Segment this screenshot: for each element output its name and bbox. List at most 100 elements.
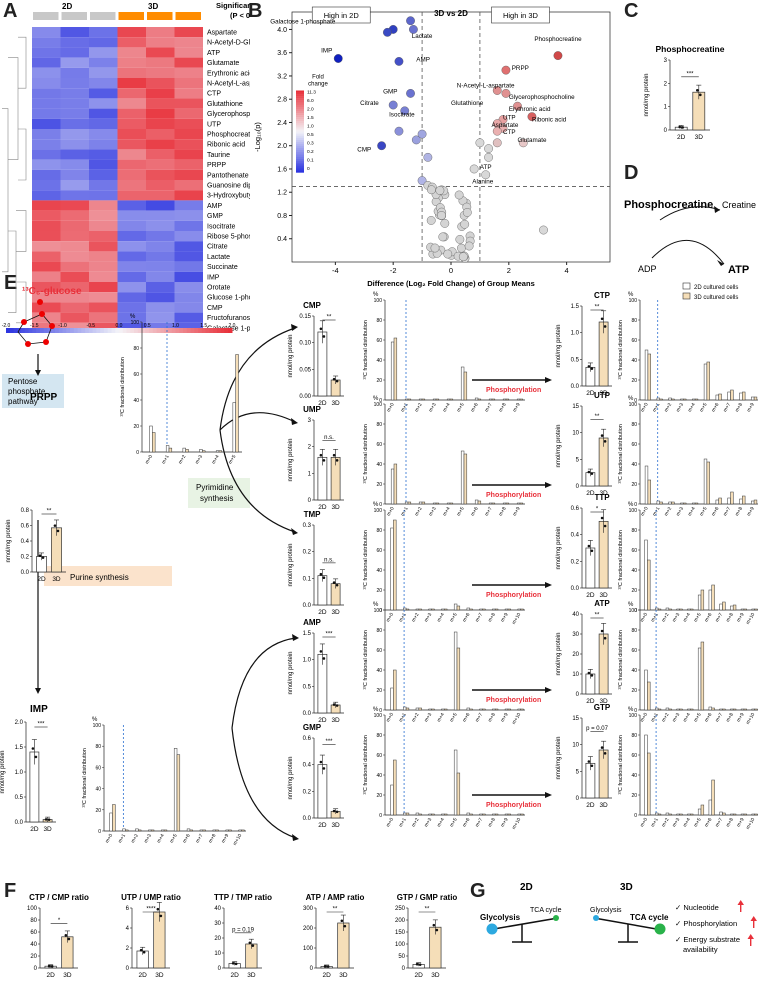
frac-bar-3d xyxy=(491,502,496,505)
heatmap-cell xyxy=(60,169,89,180)
legend-tick: 0.3 xyxy=(307,140,314,146)
frac-bar-2d xyxy=(740,708,745,711)
heatmap-cell xyxy=(60,282,89,293)
frac-bar-3d xyxy=(505,502,510,505)
pyrimidine-line1: Pyrimidine xyxy=(196,483,234,492)
volcano-point xyxy=(430,243,440,253)
legend-2d-swatch xyxy=(682,282,691,290)
frac-xtick: m+10 xyxy=(232,833,243,847)
ytick: 300 xyxy=(303,906,314,912)
heatmap-cell xyxy=(146,88,175,99)
heatmap-cell xyxy=(60,118,89,129)
frac-bar-2d xyxy=(665,607,670,611)
ytick: 3 xyxy=(664,58,668,64)
prpp-frac-chart: 0 20 40 60 80 100% ¹³C fractional distribution… xyxy=(120,314,242,465)
heatmap-cell xyxy=(117,98,146,109)
frac-xtick: m+3 xyxy=(428,506,438,517)
frac-xtick: m+3 xyxy=(671,612,681,623)
frac-ytick: 60 xyxy=(95,765,101,771)
heatmap-cell xyxy=(32,292,61,303)
frac-bar-2d xyxy=(418,501,423,505)
legend-segment xyxy=(296,90,304,93)
frac-bar-2d xyxy=(173,748,178,832)
volcano-point xyxy=(469,164,479,174)
imp-title: IMP xyxy=(30,704,48,715)
scale-segment xyxy=(220,328,225,333)
panel-letter-c: C xyxy=(624,0,639,22)
frac-bar-2d xyxy=(432,398,437,401)
volcano-label: Glutamate xyxy=(517,137,547,144)
volcano-label: IMP xyxy=(321,48,332,55)
frac-ytick: 100 xyxy=(374,608,383,614)
frac-bar-2d xyxy=(135,828,139,832)
ytick: 0 xyxy=(576,692,580,698)
heatmap-cell xyxy=(60,220,89,231)
frac-chart-left-4: 0 20 40 60 80 100% ¹³C fractional distribution… xyxy=(363,707,525,831)
frac-xtick: m+8 xyxy=(725,612,735,623)
frac-bar-2d xyxy=(474,397,479,401)
heatmap-cell xyxy=(89,57,118,68)
frac-bar-3d xyxy=(519,398,524,401)
heatmap-cell xyxy=(117,169,146,180)
up-arrows xyxy=(737,900,757,946)
frac-bar-3d xyxy=(679,708,683,711)
frac-xtick: m+6 xyxy=(182,833,192,844)
frac-xtick: m+0 xyxy=(639,612,649,623)
heatmap-cell xyxy=(146,251,175,262)
heatmap-cell xyxy=(89,159,118,170)
volcano-point xyxy=(464,241,474,251)
volcano-label: Erythronic acid xyxy=(509,106,551,113)
heatmap-cell xyxy=(32,98,61,109)
tmp-bar-chart: 0.0 0.1 0.2 0.3 2D 3D n.s. TMP nmol/mg protein xyxy=(288,510,344,616)
xlabel: 3D xyxy=(155,972,164,979)
scale-segment xyxy=(54,328,60,333)
volcano-point xyxy=(462,208,472,217)
ytick: 0.6 xyxy=(571,506,580,512)
pcr-bar: 0 1 2 3 2D 3D *** Phosphocreatine nmol/mg protei… xyxy=(644,44,725,141)
pct-label: % xyxy=(373,292,379,298)
ylabel: nmol/mg protein xyxy=(556,736,562,779)
frac-xtick: m+7 xyxy=(714,612,724,623)
frac-xtick: m+1 xyxy=(652,402,662,413)
volcano-ytick: 2.4 xyxy=(277,120,287,127)
frac-xtick: m+3 xyxy=(143,833,153,844)
ylabel: nmol/mg protein xyxy=(556,526,562,569)
frac-xtick: m+9 xyxy=(736,817,746,828)
heatmap-cell xyxy=(117,57,146,68)
volcano-point xyxy=(406,16,415,26)
frac-chart-right-1: 0 20 40 60 80 100% ¹³C fractional distribution… xyxy=(618,396,758,517)
frac-bar-2d xyxy=(719,811,723,816)
frac-bar-3d xyxy=(722,708,726,711)
scale-segment xyxy=(201,328,207,333)
frac-bar-2d xyxy=(739,498,743,505)
significance: * xyxy=(596,507,599,513)
frac-ytick: 100 xyxy=(629,608,638,614)
frac-bar-3d xyxy=(393,337,398,401)
legend-title-1: Fold xyxy=(312,74,324,80)
frac-ytick: 80 xyxy=(376,528,382,534)
frac-bar-3d xyxy=(405,608,410,611)
group-bar-3d xyxy=(147,12,173,20)
high-3d-box xyxy=(491,6,550,24)
frac-bar-3d xyxy=(683,502,687,505)
frac-bar-2d xyxy=(730,605,734,611)
frac-bar-2d xyxy=(441,608,445,611)
group-bar-2d xyxy=(33,12,59,20)
significance: ** xyxy=(425,907,430,913)
frac-bar-3d xyxy=(463,371,468,401)
legend-segment xyxy=(296,108,304,112)
frac-bar-3d xyxy=(112,804,116,832)
ytick: 3 xyxy=(308,418,312,424)
frac-xtick: m+7 xyxy=(484,506,494,517)
scale-segment xyxy=(28,328,33,333)
frac-bar-2d xyxy=(676,608,680,611)
frac-xtick: m+5 xyxy=(693,817,703,828)
frac-ytick: 80 xyxy=(376,422,382,428)
frac-xtick: m+3 xyxy=(675,402,685,413)
heatmap-cell xyxy=(117,47,146,58)
volcano-label: Galactose 1-phosphate xyxy=(270,19,336,26)
heatmap-cell xyxy=(146,57,175,68)
frac-ylabel: ¹³C fractional distribution xyxy=(363,530,369,590)
ppp-line3: pathway xyxy=(8,397,38,406)
frac-bar-2d xyxy=(644,734,648,816)
